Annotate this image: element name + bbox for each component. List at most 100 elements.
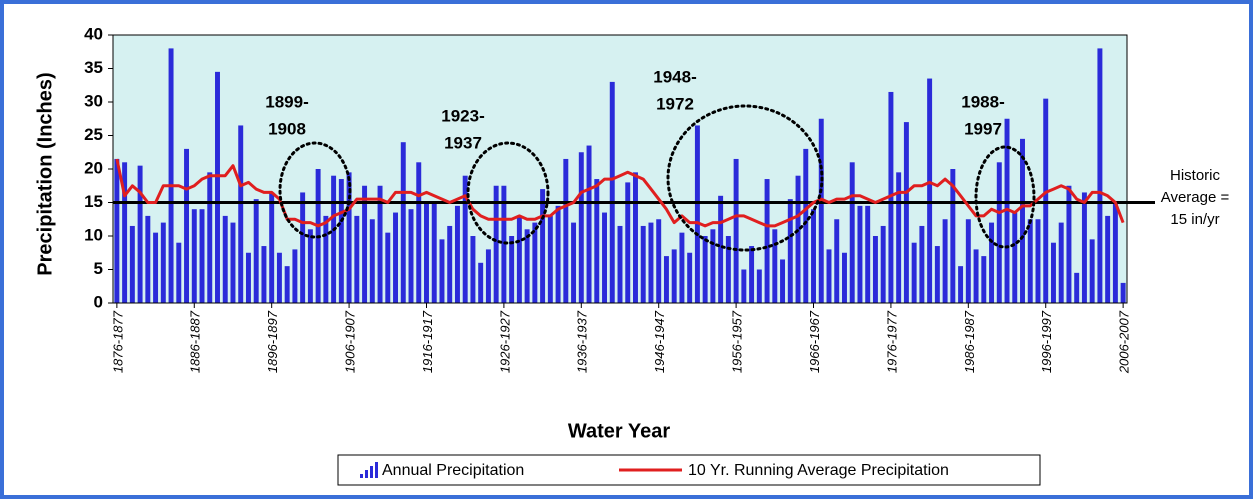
bar — [1089, 239, 1095, 303]
bar — [625, 182, 631, 303]
bar — [927, 78, 933, 303]
bar — [872, 236, 878, 303]
x-tick-label: 1986-1987 — [962, 310, 977, 373]
bar — [331, 175, 337, 303]
bar — [1027, 219, 1033, 303]
bar — [934, 246, 940, 303]
bar — [385, 232, 391, 303]
bar — [501, 185, 507, 303]
bar — [1035, 219, 1041, 303]
period-label: 1988- — [961, 92, 1004, 111]
legend-bar-icon — [370, 466, 373, 478]
bar — [896, 172, 902, 303]
x-tick-label: 1976-1977 — [884, 310, 899, 373]
x-tick-label: 1886-1887 — [188, 310, 203, 373]
bar — [1074, 272, 1080, 303]
bar — [199, 209, 205, 303]
bar — [238, 125, 244, 303]
x-tick-label: 2006-2007 — [1117, 310, 1132, 374]
bar — [795, 175, 801, 303]
reference-label: Historic — [1170, 167, 1221, 184]
bar — [284, 266, 290, 303]
bar — [996, 162, 1002, 303]
period-circle — [278, 141, 352, 239]
bar — [540, 189, 546, 303]
bar — [447, 225, 453, 303]
bar — [663, 256, 669, 303]
bar — [764, 179, 770, 303]
bar — [416, 162, 422, 303]
bar — [431, 202, 437, 303]
bar — [439, 239, 445, 303]
y-tick-label: 40 — [84, 24, 103, 43]
bar — [307, 229, 313, 303]
y-tick-label: 20 — [84, 158, 103, 177]
bar — [369, 219, 375, 303]
bar — [849, 162, 855, 303]
bar — [516, 215, 522, 303]
bar — [919, 225, 925, 303]
bar — [555, 205, 561, 303]
bar — [772, 229, 778, 303]
bar — [1012, 212, 1018, 303]
bar — [656, 219, 662, 303]
bar — [114, 158, 120, 303]
bar — [826, 249, 832, 303]
bar — [532, 222, 538, 303]
y-axis-title: Precipitation (Inches) — [34, 72, 56, 275]
period-label: 1937 — [444, 133, 482, 152]
bar — [269, 192, 275, 303]
bar — [981, 256, 987, 303]
reference-label: Average = — [1161, 189, 1230, 206]
bar — [145, 215, 151, 303]
bar — [880, 225, 886, 303]
x-tick-label: 1996-1997 — [1039, 310, 1054, 373]
bar — [640, 225, 646, 303]
bar — [950, 169, 956, 303]
bar — [911, 242, 917, 303]
bar — [718, 195, 724, 303]
bar — [153, 232, 159, 303]
legend-box — [337, 454, 1041, 486]
bar — [989, 222, 995, 303]
bar — [671, 249, 677, 303]
bar — [1105, 215, 1111, 303]
bar — [710, 229, 716, 303]
x-tick-label: 1916-1917 — [420, 310, 435, 373]
bar — [1097, 48, 1103, 304]
bar — [1081, 192, 1087, 303]
plot-border — [112, 34, 1128, 304]
bar — [462, 175, 468, 303]
period-label: 1948- — [653, 67, 696, 86]
bar — [184, 148, 190, 303]
bar — [408, 209, 414, 303]
bar — [725, 236, 731, 303]
period-circle — [466, 141, 550, 245]
bar — [973, 249, 979, 303]
bar — [470, 236, 476, 303]
bar — [594, 179, 600, 303]
bar — [942, 219, 948, 303]
x-tick-label: 1926-1927 — [497, 310, 512, 373]
y-tick-label: 30 — [84, 91, 103, 110]
bar — [1020, 138, 1025, 303]
bar — [230, 222, 236, 303]
bar — [454, 205, 460, 303]
bar — [563, 158, 569, 303]
bar — [493, 185, 499, 303]
bar — [176, 242, 182, 303]
bar — [888, 91, 894, 303]
bar — [958, 266, 964, 303]
bar — [222, 215, 228, 303]
bar — [586, 145, 592, 303]
bar — [648, 222, 654, 303]
bar — [478, 262, 484, 303]
bar — [424, 202, 429, 303]
bar — [323, 215, 329, 303]
y-tick-label: 35 — [84, 58, 103, 77]
bar — [524, 229, 530, 303]
period-label: 1997 — [964, 119, 1002, 138]
bar — [137, 165, 143, 303]
bar — [129, 225, 135, 303]
